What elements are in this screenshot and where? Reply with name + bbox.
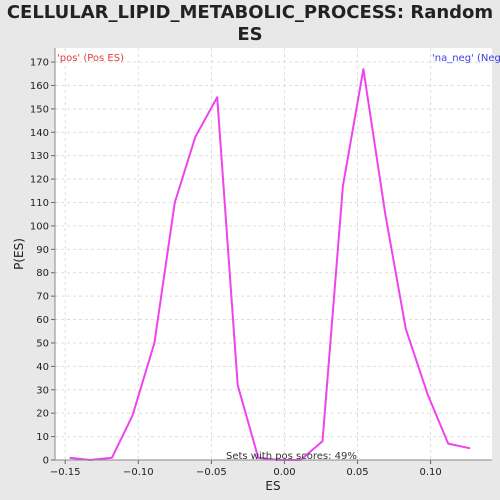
y-tick-label: 0: [43, 456, 49, 467]
y-axis-label: P(ES): [12, 238, 26, 270]
y-tick-label: 20: [36, 409, 49, 420]
x-axis-ticks: −0.15 −0.10 −0.05 0.00 0.05 0.10: [50, 460, 442, 478]
plot-area: [55, 48, 492, 460]
x-tick-label: 0.10: [419, 467, 441, 478]
y-tick-label: 160: [30, 81, 49, 92]
y-tick-label: 140: [30, 128, 49, 139]
y-tick-label: 80: [36, 268, 49, 279]
y-tick-label: 120: [30, 175, 49, 186]
y-tick-label: 90: [36, 245, 49, 256]
y-tick-label: 30: [36, 385, 49, 396]
y-tick-label: 60: [36, 315, 49, 326]
x-tick-label: −0.10: [123, 467, 154, 478]
y-tick-label: 100: [30, 221, 49, 232]
y-tick-label: 110: [30, 198, 49, 209]
y-axis-ticks: 0 10 20 30 40 50 60 70 80 90 100 110 120 130 140 150 160…: [30, 58, 55, 467]
pos-scores-text: Sets with pos scores: 49%: [226, 451, 357, 462]
y-tick-label: 150: [30, 104, 49, 115]
x-tick-label: −0.15: [50, 467, 81, 478]
chart-title-line1: CELLULAR_LIPID_METABOLIC_PROCESS: Random…: [6, 2, 494, 45]
x-axis-label: ES: [265, 479, 280, 493]
y-tick-label: 130: [30, 151, 49, 162]
pos-es-label: 'pos' (Pos ES): [57, 53, 124, 64]
y-tick-label: 70: [36, 292, 49, 303]
x-tick-label: 0.05: [346, 467, 368, 478]
y-tick-label: 170: [30, 58, 49, 69]
x-tick-label: −0.05: [196, 467, 227, 478]
y-tick-label: 40: [36, 362, 49, 373]
series-line: [69, 68, 471, 461]
y-tick-label: 50: [36, 338, 49, 349]
y-tick-label: 10: [36, 432, 49, 443]
x-tick-label: 0.00: [273, 467, 295, 478]
neg-es-label: 'na_neg' (Neg: [432, 53, 500, 64]
